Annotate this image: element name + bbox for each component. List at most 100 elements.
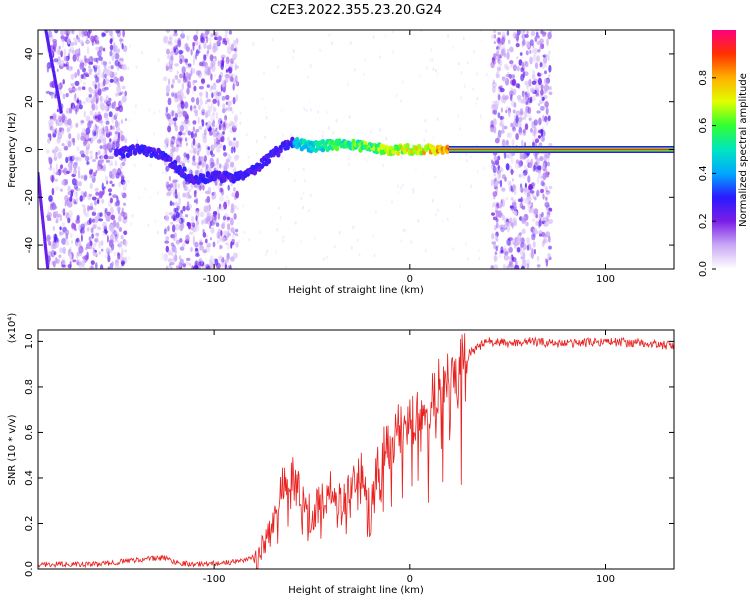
spectrogram-noise-cell	[511, 139, 515, 147]
spectrogram-noise-cell	[185, 157, 188, 161]
spectrogram-noise-cell	[548, 245, 552, 250]
spectrogram-noise-cell	[527, 97, 532, 104]
spectrogram-noise-cell	[215, 222, 220, 227]
spectrogram-noise-cell	[74, 72, 77, 79]
spectrogram-noise-cell	[234, 266, 237, 269]
spectrogram-noise-cell	[122, 95, 127, 103]
spectrogram-noise-cell	[230, 43, 234, 52]
spectrogram-noise-cell	[103, 186, 106, 190]
spectrogram-noise-cell	[83, 75, 87, 81]
colorbar-tick-label: 0.2	[698, 213, 709, 229]
colorbar-label: Normalized spectral amplitude	[738, 73, 749, 227]
spectrogram-noise-cell	[59, 231, 64, 236]
y-tick-label: 20	[24, 95, 35, 108]
spectrogram-noise-cell	[212, 82, 217, 91]
colorbar-gradient	[712, 30, 736, 269]
spectrogram-noise-cell	[167, 225, 170, 232]
spectrogram-noise-cell	[176, 95, 181, 102]
spectrogram-noise-cell	[69, 65, 73, 72]
spectrogram-noise-cell	[88, 236, 92, 242]
spectrogram-noise-cell	[532, 54, 537, 63]
spectrogram-noise-cell	[95, 151, 98, 157]
spectrogram-noise-cell	[214, 213, 217, 221]
spectrogram-noise-cell	[223, 201, 228, 210]
spectrogram-noise-cell	[47, 206, 50, 213]
spectrogram-noise-cell	[91, 211, 97, 216]
spectrogram-noise-cell	[225, 101, 229, 106]
spectrogram-noise-cell	[140, 50, 143, 55]
spectrogram-noise-cell	[548, 91, 553, 96]
spectrogram-noise-cell	[197, 142, 201, 149]
spectrogram-noise-cell	[326, 110, 328, 115]
spectrogram-noise-cell	[379, 55, 381, 59]
spectrogram-noise-cell	[536, 193, 539, 198]
spectrogram-noise-cell	[116, 195, 119, 203]
spectrogram-noise-cell	[64, 200, 67, 207]
spectrogram-noise-cell	[183, 101, 189, 109]
spectrogram-noise-cell	[46, 212, 52, 218]
spectrogram-noise-cell	[421, 144, 424, 148]
spectrogram-noise-cell	[109, 78, 114, 83]
spectrogram-ridge-cell	[266, 158, 272, 164]
spectrogram-noise-cell	[512, 220, 518, 227]
spectrogram-noise-cell	[205, 263, 210, 269]
spectrogram-noise-cell	[224, 61, 230, 70]
spectrogram-noise-cell	[513, 245, 518, 249]
spectrogram-noise-cell	[206, 98, 211, 103]
spectrogram-noise-cell	[531, 47, 535, 54]
spectrogram-noise-cell	[163, 228, 167, 235]
spectrogram-noise-cell	[112, 140, 117, 144]
spectrogram-noise-cell	[211, 161, 216, 167]
spectrogram-noise-cell	[209, 44, 212, 50]
spectrogram-noise-cell	[517, 95, 522, 103]
spectrogram-noise-cell	[527, 202, 532, 208]
spectrogram-noise-cell	[214, 46, 219, 51]
spectrogram-noise-cell	[83, 175, 88, 181]
spectrogram-noise-cell	[182, 110, 188, 117]
spectrogram-noise-cell	[213, 211, 218, 215]
spectrogram-noise-cell	[510, 87, 513, 94]
spectrogram-noise-cell	[239, 111, 242, 115]
spectrogram-noise-cell	[210, 73, 213, 81]
spectrogram-noise-cell	[168, 65, 173, 70]
spectrogram-noise-cell	[48, 156, 52, 162]
spectrogram-noise-cell	[493, 41, 496, 45]
spectrogram-noise-cell	[496, 37, 502, 44]
spectrogram-noise-cell	[170, 221, 174, 225]
y-tick-label: -20	[24, 189, 35, 205]
spectrogram-noise-cell	[504, 250, 509, 256]
spectrogram-noise-cell	[198, 44, 201, 50]
spectrogram-noise-cell	[113, 114, 118, 120]
spectrogram-noise-cell	[180, 91, 184, 97]
spectrogram-noise-cell	[400, 186, 403, 190]
spectrogram-noise-cell	[523, 187, 529, 193]
spectrogram-noise-cell	[167, 97, 172, 106]
spectrogram-noise-cell	[498, 202, 503, 209]
spectrogram-noise-cell	[516, 30, 521, 36]
spectrogram-noise-cell	[113, 42, 116, 50]
spectrogram-noise-cell	[165, 253, 168, 258]
spectrogram-noise-cell	[493, 34, 497, 39]
spectrogram-noise-cell	[127, 66, 130, 71]
spectrogram-noise-cell	[275, 249, 277, 254]
spectrogram-noise-cell	[69, 253, 72, 261]
spectrogram-noise-cell	[547, 54, 550, 61]
spectrogram-noise-cell	[104, 126, 107, 133]
spectrogram-noise-cell	[158, 109, 161, 114]
spectrogram-noise-cell	[209, 259, 212, 263]
spectrogram-noise-cell	[91, 228, 94, 233]
spectrogram-noise-cell	[319, 48, 322, 53]
spectrogram-noise-cell	[306, 75, 309, 79]
spectrogram-noise-cell	[263, 71, 266, 75]
spectrogram-noise-cell	[66, 30, 70, 36]
spectrogram-noise-cell	[55, 118, 59, 125]
spectrogram-noise-cell	[166, 264, 168, 269]
spectrogram-noise-cell	[498, 59, 503, 67]
spectrogram-noise-cell	[86, 161, 90, 165]
spectrogram-noise-cell	[104, 148, 108, 156]
spectrogram-noise-cell	[541, 182, 546, 187]
spectrogram-noise-cell	[167, 265, 170, 269]
spectrogram-noise-cell	[220, 120, 223, 124]
spectrogram-noise-cell	[493, 201, 497, 206]
spectrogram-ridge-cell	[132, 150, 138, 156]
